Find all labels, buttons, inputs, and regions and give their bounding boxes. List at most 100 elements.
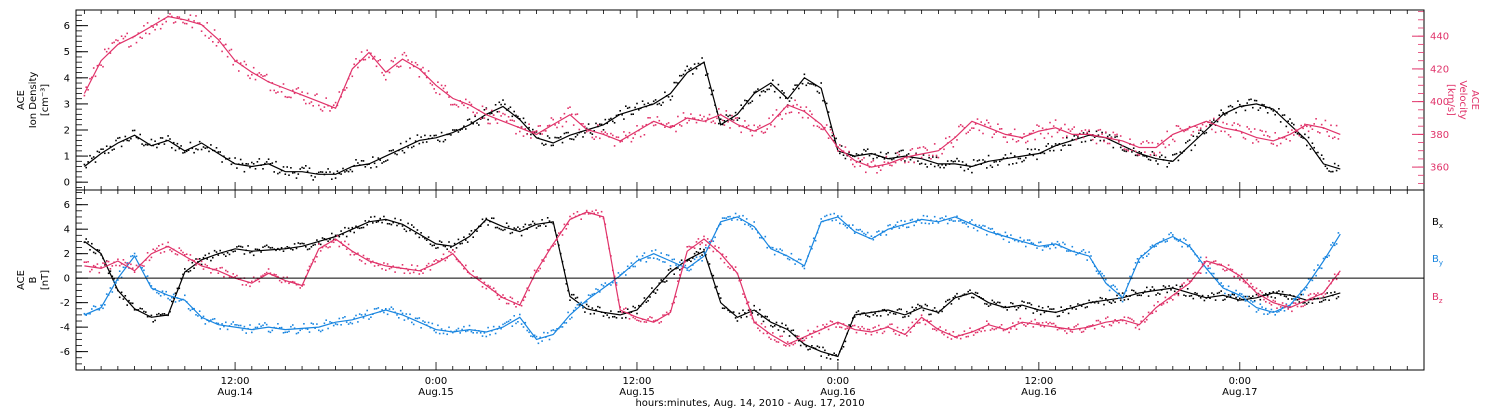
ion-density-series-point — [1146, 156, 1148, 158]
ion-density-series-point — [712, 89, 715, 92]
bz-series-point — [675, 295, 677, 298]
legend-bz-subscript: z — [1439, 297, 1443, 305]
bx-series-point — [831, 354, 834, 356]
bx-series-point — [530, 223, 532, 226]
bx-series-point — [427, 236, 430, 238]
by-series-point — [952, 220, 955, 222]
velocity-series-point — [357, 66, 359, 69]
bx-series-point — [256, 248, 259, 251]
bx-series-point — [805, 345, 808, 348]
bx-series-point — [494, 226, 497, 229]
bx-series-point — [299, 242, 301, 245]
ion-density-series-point — [1099, 139, 1102, 142]
by-series-point — [692, 264, 694, 266]
bz-series-point — [876, 331, 878, 334]
bz-series-point — [971, 330, 973, 333]
bz-series-point — [924, 323, 927, 326]
bz-series-point — [226, 270, 229, 273]
bz-series-point — [1293, 302, 1295, 304]
bx-series-point — [697, 251, 700, 254]
bz-series-point — [993, 328, 995, 331]
bx-series-point — [1192, 297, 1195, 300]
bz-series-point — [1300, 305, 1302, 308]
ion-density-series-point — [879, 151, 882, 154]
velocity-series-point — [868, 166, 871, 168]
bz-series-point — [295, 283, 298, 286]
bx-series-point — [971, 296, 973, 299]
ion-density-series-point — [1002, 157, 1005, 159]
bx-series-point — [874, 312, 876, 315]
bx-series-point — [1218, 291, 1221, 294]
ion-density-series-point — [485, 107, 488, 109]
bx-series-point — [967, 290, 969, 293]
by-series-point — [438, 332, 441, 335]
bx-series-point — [128, 299, 130, 302]
ion-density-series-point — [989, 164, 992, 167]
by-series-point — [243, 325, 246, 328]
velocity-series-point — [1058, 129, 1061, 132]
velocity-series-point — [628, 131, 631, 134]
bz-series-point — [879, 328, 882, 330]
bz-series-point — [729, 267, 731, 270]
by-series-point — [1181, 245, 1183, 248]
ion-density-series-point — [409, 137, 411, 140]
ion-density-series-point — [124, 135, 127, 138]
bz-series-point — [202, 268, 205, 270]
bx-series-point — [1075, 308, 1077, 310]
ion-density-series-point — [1008, 163, 1010, 166]
bz-series-point — [1227, 264, 1230, 266]
bz-series-point — [267, 268, 270, 270]
bx-series-point — [1045, 310, 1048, 312]
legend-bz-letter: B — [1432, 292, 1439, 303]
by-series-point — [1320, 267, 1323, 270]
bz-series-point — [118, 264, 121, 267]
bz-series-point — [682, 266, 685, 269]
by-series-point — [223, 325, 225, 328]
ion-density-series-point — [762, 90, 765, 92]
bz-series-point — [197, 258, 199, 260]
bx-series-point — [150, 314, 153, 317]
by-series-point — [1110, 285, 1113, 287]
velocity-series-point — [943, 148, 945, 151]
ion-density-series-point — [870, 153, 873, 155]
ion-density-series-point — [234, 157, 236, 159]
bz-series-point — [773, 339, 776, 341]
velocity-series-point — [120, 35, 123, 37]
ion-density-axis-tick-label: 6 — [64, 21, 70, 32]
bx-series-point — [926, 304, 928, 307]
bz-series-point — [215, 267, 218, 270]
bx-series-point — [941, 310, 943, 313]
bx-series-point — [1030, 303, 1033, 306]
bz-series-point — [150, 256, 153, 259]
ion-density-series-point — [1028, 153, 1031, 155]
bz-series-point — [535, 271, 538, 273]
ion-density-series-point — [1054, 143, 1057, 145]
bz-series-point — [664, 314, 666, 316]
bz-series-point — [198, 263, 201, 265]
by-series-point — [1151, 244, 1154, 247]
ion-density-series-point — [392, 149, 394, 151]
ion-density-series-point — [760, 90, 763, 93]
by-series-point — [420, 327, 422, 329]
bz-series-point — [145, 259, 147, 261]
by-series-point — [714, 236, 716, 239]
ion-density-series-point — [906, 154, 908, 156]
velocity-series-point — [489, 122, 491, 125]
bx-series-point — [323, 238, 326, 240]
bx-series-point — [515, 228, 517, 230]
velocity-series-point — [1071, 128, 1074, 130]
velocity-series-point — [1002, 136, 1005, 138]
bz-series-point — [1335, 278, 1338, 281]
bx-series-point — [1233, 294, 1235, 296]
bx-series-point — [461, 242, 463, 245]
bx-series-point — [695, 251, 698, 253]
by-series-point — [109, 287, 112, 289]
bx-series-point — [489, 220, 491, 223]
by-series-point — [502, 323, 504, 326]
by-series-point — [950, 219, 953, 221]
ion-density-series-point — [1270, 108, 1273, 111]
by-series-point — [533, 334, 536, 337]
by-series-point — [1315, 274, 1317, 277]
ion-density-series-point — [360, 160, 363, 162]
